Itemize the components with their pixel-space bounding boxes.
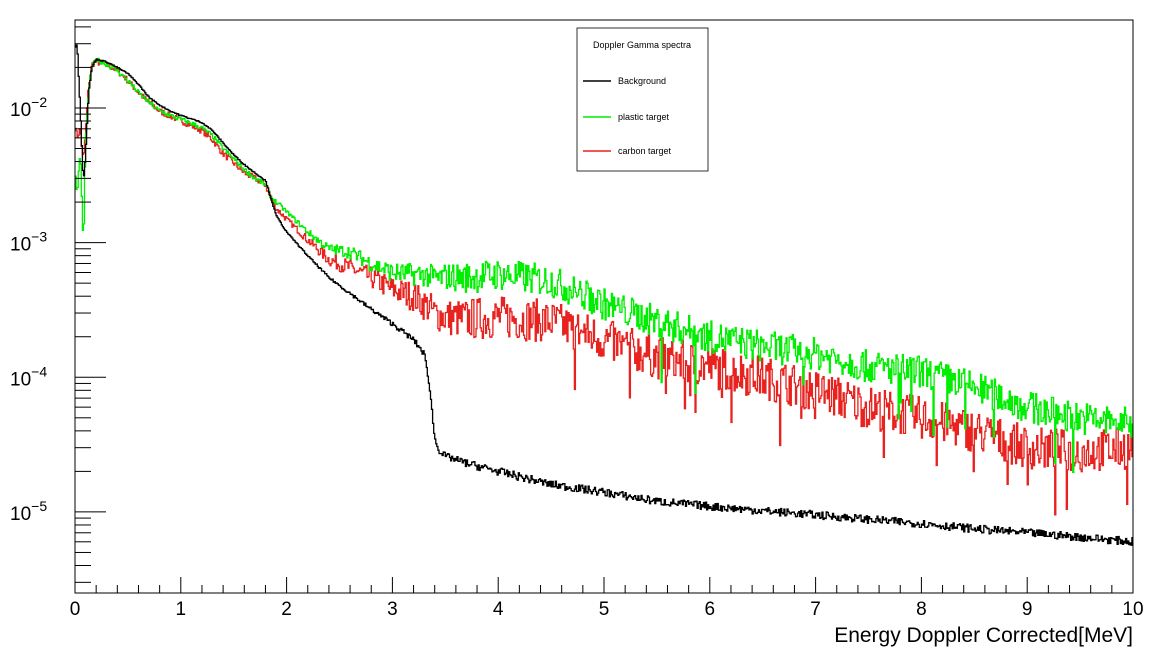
legend-label-carbon: carbon target — [618, 146, 672, 156]
x-tick-label: 8 — [916, 599, 927, 620]
y-tick-label: 10−4 — [10, 363, 47, 390]
x-tick-label: 7 — [810, 599, 821, 620]
legend-header: Doppler Gamma spectra — [593, 40, 691, 50]
legend: Doppler Gamma spectra Background plastic… — [576, 27, 709, 172]
x-axis-title: Energy Doppler Corrected[MeV] — [834, 624, 1133, 647]
y-tick-label: 10−2 — [10, 94, 47, 121]
legend-label-background: Background — [618, 76, 666, 86]
y-tick-label: 10−3 — [10, 229, 47, 256]
x-tick-label: 2 — [281, 599, 292, 620]
series-plastic-target — [75, 57, 1133, 474]
legend-label-plastic: plastic target — [618, 112, 670, 122]
x-tick-label: 4 — [493, 599, 504, 620]
series-background — [75, 44, 1133, 546]
x-tick-label: 3 — [387, 599, 398, 620]
series-layer — [75, 44, 1133, 546]
x-tick-label: 9 — [1022, 599, 1033, 620]
axis-layer: 0 1 2 3 4 5 6 7 8 9 10 10−2 10−3 10−4 10−5 — [10, 26, 1144, 620]
x-tick-label: 1 — [176, 599, 187, 620]
y-tick-label: 10−5 — [10, 498, 47, 525]
x-tick-label: 6 — [705, 599, 716, 620]
x-tick-label: 10 — [1122, 599, 1143, 620]
legend-box — [576, 27, 709, 172]
x-tick-label: 5 — [599, 599, 610, 620]
x-tick-label: 0 — [70, 599, 81, 620]
series-carbon-target — [75, 58, 1133, 516]
